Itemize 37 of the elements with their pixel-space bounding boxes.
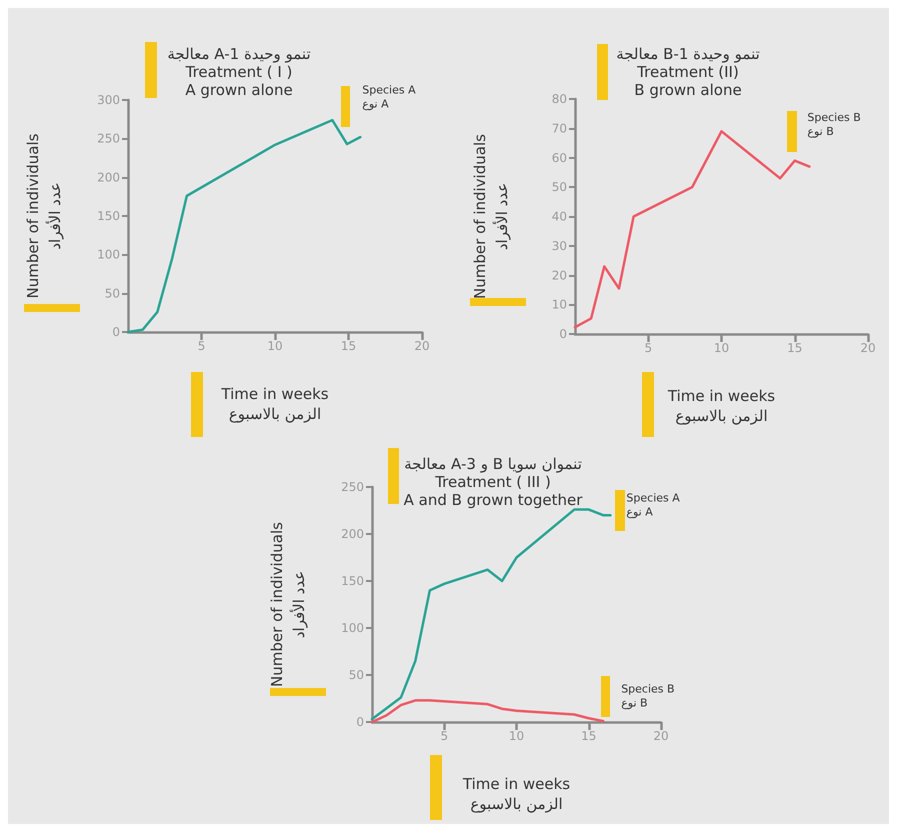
x-tick-label: 10 <box>714 341 730 355</box>
y-tick-label: 0 <box>112 325 120 339</box>
y-tick-label: 0 <box>356 715 364 729</box>
y-tick-label: 200 <box>97 170 120 184</box>
x-tick-label: 5 <box>198 339 206 353</box>
y-tick-label: 50 <box>348 668 364 682</box>
x-tick-label: 20 <box>653 729 669 743</box>
y-tick-label: 0 <box>559 327 567 341</box>
y-tick-label: 100 <box>341 621 364 635</box>
x-tick-label: 5 <box>644 341 652 355</box>
y-tick-label: 60 <box>552 150 567 165</box>
y-tick-label: 200 <box>341 527 364 541</box>
x-tick-label: 20 <box>414 339 430 353</box>
y-tick-label: 70 <box>552 121 567 136</box>
x-tick-label: 15 <box>787 341 802 355</box>
x-tick-label: 15 <box>581 729 596 743</box>
y-tick-label: 10 <box>552 298 567 312</box>
y-tick-label: 150 <box>97 209 120 223</box>
y-tick-label: 50 <box>104 286 120 300</box>
line-series <box>370 508 612 720</box>
x-tick-label: 20 <box>860 341 876 355</box>
line-series <box>370 699 604 724</box>
y-tick-label: 30 <box>552 238 567 253</box>
y-tick-label: 250 <box>97 132 120 146</box>
y-tick-label: 80 <box>552 92 567 106</box>
x-tick-label: 15 <box>340 339 356 353</box>
x-tick-label: 10 <box>508 729 524 743</box>
y-tick-label: 100 <box>97 248 120 262</box>
y-tick-label: 40 <box>552 210 567 224</box>
x-tick-label: 10 <box>267 339 283 353</box>
y-tick-label: 150 <box>341 574 364 588</box>
y-tick-label: 50 <box>552 180 567 194</box>
y-tick-label: 250 <box>341 480 364 494</box>
line-series <box>126 118 362 334</box>
x-tick-label: 5 <box>440 729 448 743</box>
y-tick-label: 300 <box>97 93 120 107</box>
y-tick-label: 20 <box>552 268 567 282</box>
